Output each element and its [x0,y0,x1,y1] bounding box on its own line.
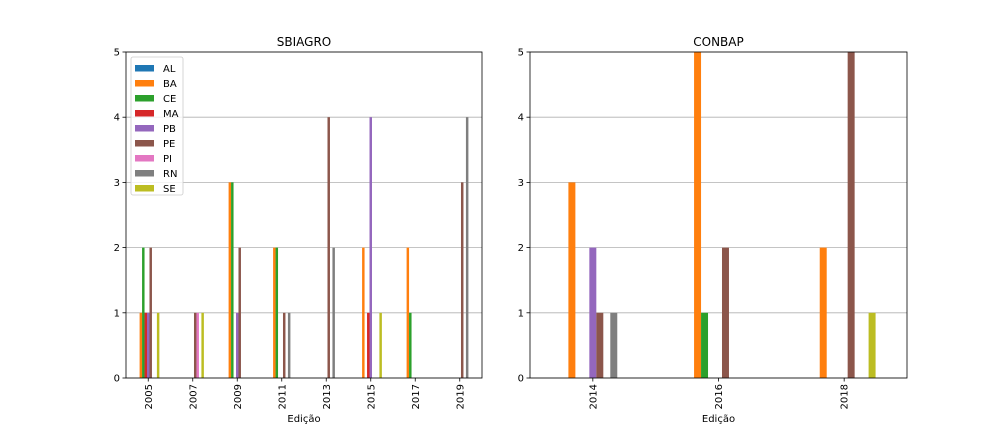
y-tick-label: 3 [518,178,524,189]
bar-ba-2009 [228,182,232,378]
bar-se-2018 [868,312,876,378]
y-tick-label: 0 [518,374,524,385]
bar-rn-2019 [465,117,469,378]
y-tick-label: 2 [518,243,524,254]
y-tick-label: 5 [518,48,524,59]
bar-rn-2013 [332,247,335,378]
y-tick-label: 4 [114,113,120,124]
y-tick-label: 0 [114,374,120,385]
bar-rn-2014 [610,312,618,378]
legend: AL BA CE MA PB PE PI RN SE [130,56,184,196]
bar-ce-2009 [231,182,234,378]
legend-swatch-al [135,65,154,72]
legend-label-pe: PE [163,139,175,150]
x-tick-label: 2015 [366,384,377,409]
bar-pb-2014 [589,247,597,378]
x-tick-label: 2014 [588,384,599,409]
x-tick-label: 2007 [188,384,199,409]
bar-se-2015 [379,312,382,378]
bar-pe-2019 [460,182,464,378]
bar-ce-2005 [142,247,145,378]
bar-se-2005 [156,312,160,378]
bar-pb-2015 [369,117,372,378]
y-tick-label: 1 [114,308,120,319]
bar-pe-2009 [238,247,241,378]
legend-swatch-pi [135,155,154,162]
bar-pe-2018 [847,52,855,378]
y-tick-label: 2 [114,243,120,254]
x-axis-label: Edição [702,414,735,425]
bar-ba-2017 [406,247,410,378]
x-tick-label: 2005 [144,384,155,409]
bar-ba-2018 [819,247,827,378]
bar-ba-2011 [273,247,276,378]
legend-swatch-ce [135,95,154,102]
x-axis-label: Edição [287,414,320,425]
legend-label-ma: MA [163,109,179,120]
bar-pe-2013 [327,117,330,378]
bar-se-2007 [201,312,204,378]
sbiagro-panel: 0 1 2 3 4 5 2005 2007 2009 2011 2013 2015 2017 2019 SB… [114,35,483,425]
bar-pb-2005 [147,312,150,378]
bar-pi-2007 [196,312,199,378]
chart-title: CONBAP [693,35,743,49]
x-tick-label: 2019 [455,384,466,409]
legend-swatch-ba [135,80,154,87]
bar-pb-2009 [236,312,239,378]
bar-rn-2011 [287,312,291,378]
bar-pe-2011 [282,312,286,378]
bar-pe-2007 [193,312,197,378]
legend-swatch-pe [135,140,154,147]
x-tick-label: 2017 [411,384,422,409]
conbap-panel: 0 1 2 3 4 5 2014 2016 2018 CONBAP Edição [518,35,908,425]
bar-ba-2016 [694,52,702,378]
bar-ce-2011 [275,247,279,378]
legend-label-se: SE [163,184,176,195]
x-tick-label: 2018 [840,384,851,409]
x-tick-label: 2013 [322,384,333,409]
legend-label-pi: PI [163,154,172,165]
y-tick-label: 4 [518,113,524,124]
bar-pe-2005 [149,247,152,378]
bar-pe-2016 [721,247,729,378]
bar-pe-2014 [596,312,604,378]
bar-ma-2015 [367,312,370,378]
legend-label-ba: BA [163,79,177,90]
x-tick-label: 2016 [714,384,725,409]
legend-swatch-ma [135,110,154,117]
legend-label-pb: PB [163,124,176,135]
plot-frame [125,51,483,379]
x-tick-label: 2011 [277,384,288,409]
legend-swatch-pb [135,125,154,132]
legend-swatch-rn [135,170,154,177]
bar-ba-2015 [362,247,365,378]
bar-ba-2005 [139,312,143,378]
chart-title: SBIAGRO [277,35,331,49]
bar-ce-2017 [409,312,412,378]
y-tick-label: 3 [114,178,120,189]
legend-label-ce: CE [163,94,176,105]
bar-ce-2016 [701,312,709,378]
y-tick-label: 1 [518,308,524,319]
legend-label-al: AL [163,64,176,75]
legend-label-rn: RN [163,169,177,180]
x-tick-label: 2009 [233,384,244,409]
bar-ba-2014 [568,182,576,378]
y-tick-label: 5 [114,48,120,59]
legend-swatch-se [135,185,154,192]
bar-ma-2005 [144,312,148,378]
